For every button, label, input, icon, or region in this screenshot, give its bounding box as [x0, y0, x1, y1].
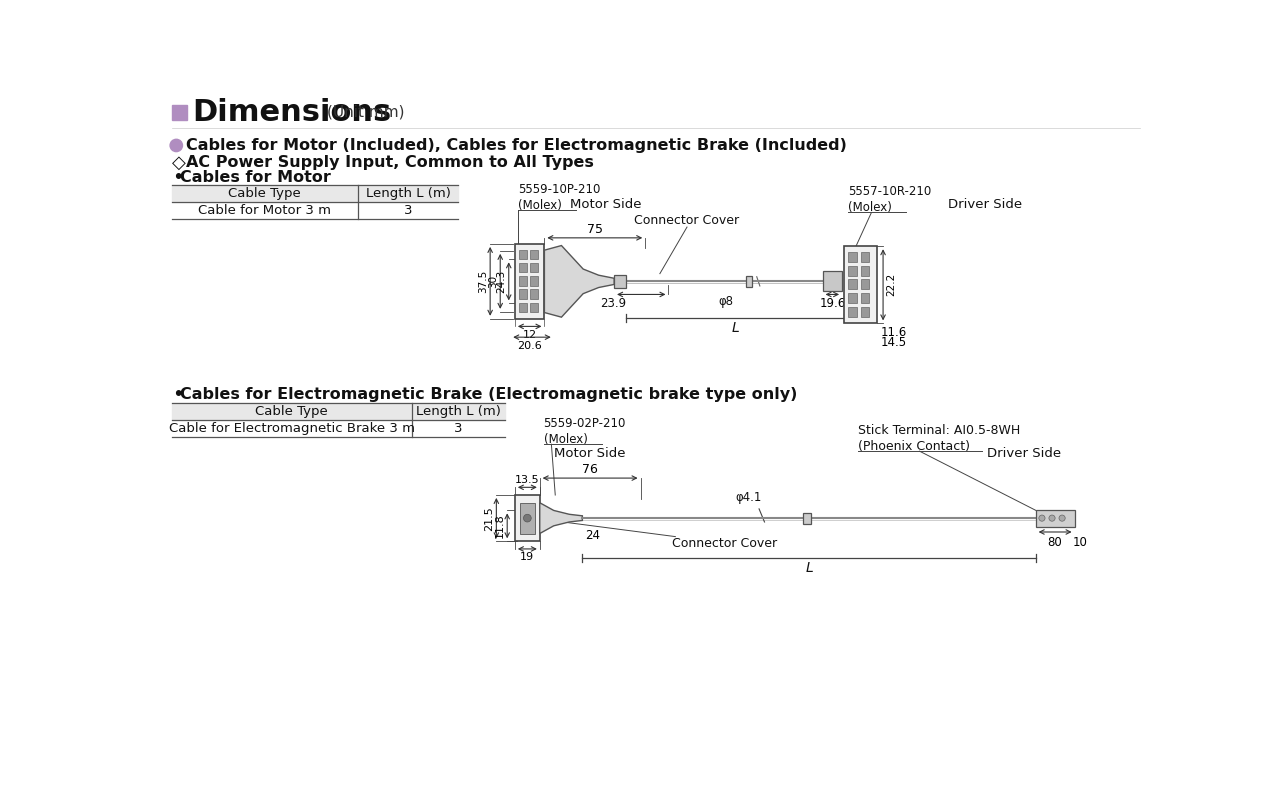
- Text: 5559-10P-210
(Molex): 5559-10P-210 (Molex): [518, 183, 600, 211]
- Text: •: •: [173, 385, 184, 404]
- Text: 75: 75: [586, 223, 603, 235]
- Text: 80: 80: [1048, 536, 1062, 549]
- Text: 5559-02P-210
(Molex): 5559-02P-210 (Molex): [544, 417, 626, 446]
- Bar: [860, 293, 869, 304]
- Bar: [530, 277, 538, 285]
- Text: 5557-10R-210
(Molex): 5557-10R-210 (Molex): [849, 185, 932, 214]
- Bar: [518, 289, 527, 299]
- Text: Stick Terminal: AI0.5-8WH
(Phoenix Contact): Stick Terminal: AI0.5-8WH (Phoenix Conta…: [858, 424, 1020, 452]
- Bar: [518, 303, 527, 312]
- Circle shape: [1039, 515, 1044, 522]
- Text: Cable for Electromagnetic Brake 3 m: Cable for Electromagnetic Brake 3 m: [169, 422, 415, 436]
- Bar: [849, 266, 856, 276]
- Text: 3: 3: [403, 204, 412, 217]
- Circle shape: [170, 139, 183, 152]
- Text: 3: 3: [454, 422, 462, 436]
- Text: φ8: φ8: [718, 295, 733, 308]
- Bar: [518, 250, 527, 259]
- Text: Cables for Motor (Included), Cables for Electromagnetic Brake (Included): Cables for Motor (Included), Cables for …: [187, 138, 847, 153]
- Text: 12: 12: [522, 330, 536, 340]
- Text: 11.6: 11.6: [881, 327, 908, 339]
- Text: 13.5: 13.5: [515, 475, 540, 485]
- Polygon shape: [540, 502, 582, 533]
- Bar: [845, 246, 877, 324]
- Bar: [530, 289, 538, 299]
- Bar: [172, 185, 458, 203]
- Bar: [860, 252, 869, 262]
- Text: 76: 76: [582, 463, 598, 475]
- Text: Cable for Motor 3 m: Cable for Motor 3 m: [198, 204, 332, 217]
- Text: 14.5: 14.5: [881, 336, 906, 350]
- Text: Connector Cover: Connector Cover: [672, 537, 777, 549]
- Bar: [530, 263, 538, 273]
- Bar: [518, 277, 527, 285]
- Text: Motor Side: Motor Side: [554, 447, 626, 460]
- Text: Cables for Motor: Cables for Motor: [180, 170, 332, 185]
- Text: Motor Side: Motor Side: [570, 198, 641, 211]
- Bar: [849, 307, 856, 317]
- Text: Cable Type: Cable Type: [228, 188, 301, 200]
- Text: Cable Type: Cable Type: [256, 405, 328, 418]
- Text: AC Power Supply Input, Common to All Types: AC Power Supply Input, Common to All Typ…: [187, 155, 594, 170]
- Bar: [530, 250, 538, 259]
- Text: Driver Side: Driver Side: [987, 447, 1061, 460]
- Text: 37.5: 37.5: [477, 270, 488, 293]
- Text: 10: 10: [1073, 536, 1088, 549]
- Circle shape: [1059, 515, 1065, 522]
- Bar: [804, 513, 812, 524]
- Bar: [518, 263, 527, 273]
- Text: 21.5: 21.5: [484, 506, 494, 530]
- Bar: [849, 279, 856, 289]
- Bar: [172, 403, 504, 421]
- Polygon shape: [544, 246, 614, 317]
- Text: 30: 30: [488, 275, 498, 288]
- Text: φ4.1: φ4.1: [736, 491, 762, 504]
- Bar: [849, 293, 856, 304]
- Bar: [172, 105, 187, 120]
- Text: ◇: ◇: [173, 153, 187, 172]
- Circle shape: [524, 514, 531, 522]
- Bar: [1036, 510, 1074, 526]
- Text: •: •: [173, 169, 184, 188]
- Bar: [530, 303, 538, 312]
- Bar: [515, 495, 540, 541]
- Bar: [515, 244, 544, 319]
- Bar: [520, 502, 535, 533]
- Text: L: L: [731, 321, 739, 335]
- Text: Driver Side: Driver Side: [948, 198, 1023, 211]
- Text: (Unit mm): (Unit mm): [326, 105, 404, 120]
- Bar: [860, 307, 869, 317]
- Text: 24.3: 24.3: [497, 270, 507, 293]
- Bar: [849, 252, 856, 262]
- Text: 19.6: 19.6: [819, 297, 845, 310]
- Text: 19: 19: [520, 552, 535, 562]
- Text: Length L (m): Length L (m): [366, 188, 451, 200]
- Text: 22.2: 22.2: [886, 273, 896, 297]
- Text: 20.6: 20.6: [517, 341, 541, 351]
- Bar: [746, 276, 753, 287]
- Text: Cables for Electromagnetic Brake (Electromagnetic brake type only): Cables for Electromagnetic Brake (Electr…: [180, 386, 797, 401]
- Text: Dimensions: Dimensions: [192, 98, 390, 127]
- Circle shape: [1048, 515, 1055, 522]
- Bar: [860, 279, 869, 289]
- Text: 11.8: 11.8: [495, 514, 504, 538]
- Bar: [860, 266, 869, 276]
- Text: 24: 24: [585, 529, 600, 542]
- Text: 23.9: 23.9: [600, 297, 626, 310]
- Text: Length L (m): Length L (m): [416, 405, 500, 418]
- Text: L: L: [805, 561, 813, 576]
- Bar: [823, 271, 842, 291]
- Bar: [614, 275, 626, 288]
- Text: Connector Cover: Connector Cover: [635, 214, 740, 227]
